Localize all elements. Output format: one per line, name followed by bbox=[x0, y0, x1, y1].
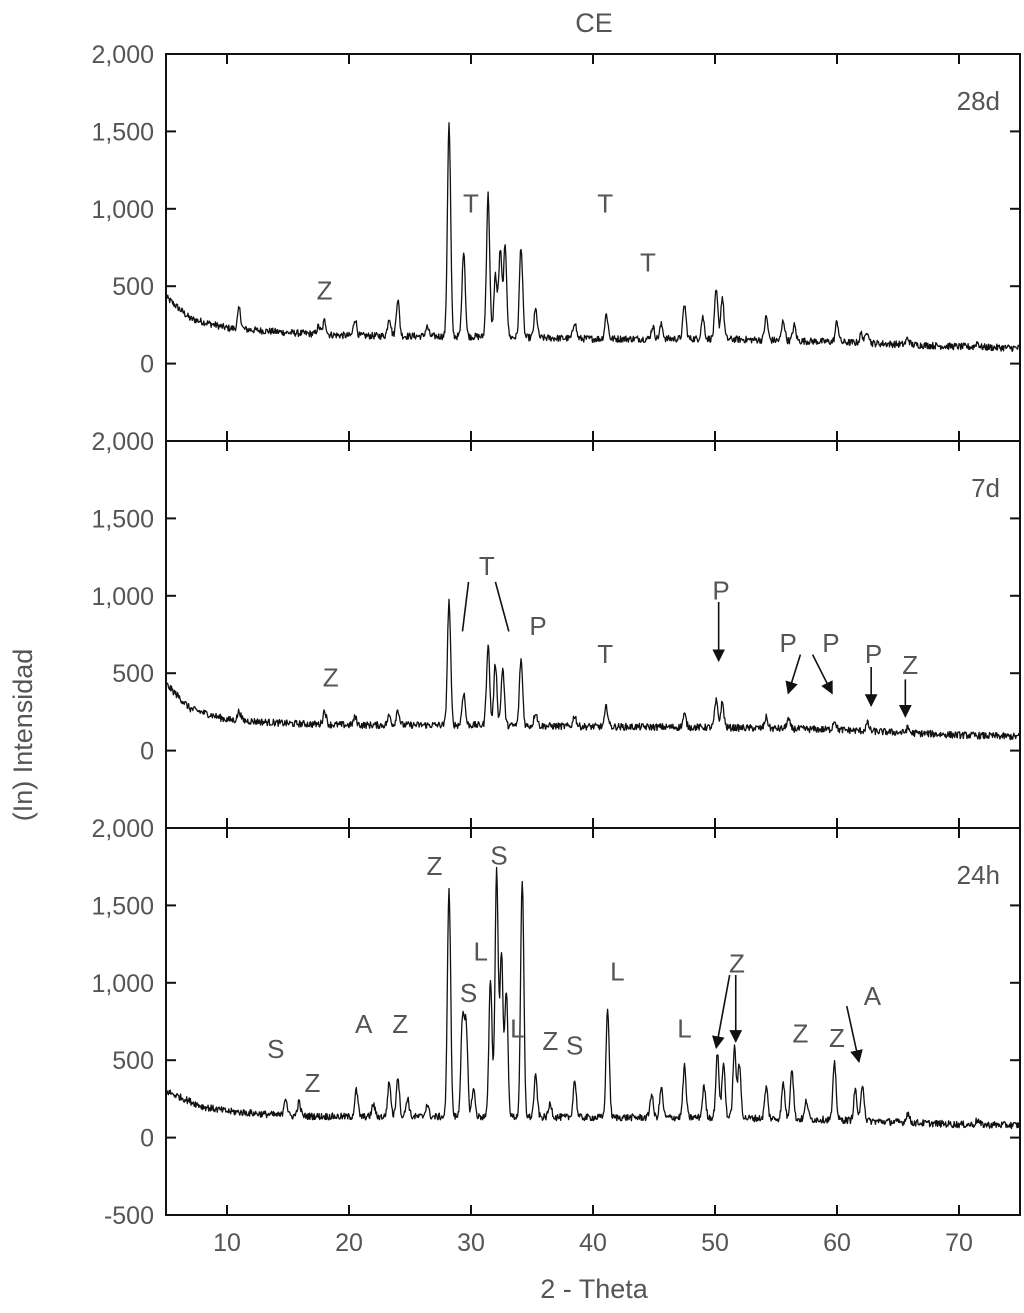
x-tick-label: 60 bbox=[823, 1229, 851, 1257]
phase-annotation: P bbox=[529, 611, 546, 641]
phase-annotation: T bbox=[597, 639, 613, 669]
panel-tag: 24h bbox=[957, 860, 1000, 890]
y-tick-label: 1,000 bbox=[91, 970, 154, 998]
phase-annotation: A bbox=[355, 1009, 373, 1039]
chart-title: CE bbox=[575, 8, 613, 38]
phase-annotation: S bbox=[490, 840, 507, 870]
y-tick-label: 1,500 bbox=[91, 505, 154, 533]
phase-annotation: P bbox=[822, 628, 839, 658]
phase-annotation: Z bbox=[426, 851, 442, 881]
annotation-arrow bbox=[785, 654, 802, 695]
phase-annotation: Z bbox=[829, 1023, 845, 1053]
y-tick-label: 1,000 bbox=[91, 583, 154, 611]
x-tick-label: 10 bbox=[213, 1229, 241, 1257]
x-axis-title: 2 - Theta bbox=[540, 1274, 649, 1304]
phase-annotation: S bbox=[267, 1034, 284, 1064]
annotation-arrow bbox=[811, 654, 833, 695]
x-tick-label: 20 bbox=[335, 1229, 363, 1257]
y-tick-label: 0 bbox=[140, 351, 154, 379]
phase-annotation: S bbox=[460, 978, 477, 1008]
y-tick-label: 500 bbox=[112, 660, 154, 688]
phase-annotation: Z bbox=[792, 1018, 808, 1048]
y-tick-label: 2,000 bbox=[91, 41, 154, 69]
phase-annotation: Z bbox=[542, 1026, 558, 1056]
phase-annotation: P bbox=[865, 639, 882, 669]
phase-annotation: S bbox=[566, 1031, 583, 1061]
x-tick-label: 50 bbox=[701, 1229, 729, 1257]
phase-annotation: T bbox=[479, 551, 495, 581]
y-tick-label: 2,000 bbox=[91, 428, 154, 456]
annotation-line bbox=[494, 581, 510, 632]
y-tick-label: 1,500 bbox=[91, 118, 154, 146]
x-tick-label: 30 bbox=[457, 1229, 485, 1257]
annotation-line bbox=[461, 581, 470, 632]
y-axis-title: (In) Intensidad bbox=[8, 649, 38, 822]
panel-tag: 7d bbox=[971, 473, 1000, 503]
phase-annotation: Z bbox=[392, 1009, 408, 1039]
xrd-trace bbox=[165, 122, 1021, 352]
phase-annotation: L bbox=[474, 936, 488, 966]
y-tick-label: 500 bbox=[112, 1047, 154, 1075]
phase-annotation: T bbox=[640, 247, 656, 277]
annotation-arrow bbox=[845, 1005, 863, 1063]
y-tick-label: 1,000 bbox=[91, 196, 154, 224]
phase-annotation: P bbox=[780, 628, 797, 658]
phase-annotation: P bbox=[712, 576, 729, 606]
y-tick-label: 0 bbox=[140, 738, 154, 766]
phase-annotation: Z bbox=[902, 650, 918, 680]
x-tick-label: 40 bbox=[579, 1229, 607, 1257]
phase-annotation: Z bbox=[304, 1068, 320, 1098]
panel-frame bbox=[165, 53, 1021, 442]
phase-annotation: A bbox=[864, 981, 882, 1011]
phase-annotation: L bbox=[610, 956, 624, 986]
phase-annotation: L bbox=[677, 1014, 691, 1044]
panel-frame bbox=[165, 440, 1021, 829]
phase-annotation: T bbox=[463, 189, 479, 219]
xrd-trace bbox=[165, 866, 1021, 1130]
y-tick-label: 0 bbox=[140, 1125, 154, 1153]
xrd-trace bbox=[165, 598, 1021, 741]
phase-annotation: L bbox=[510, 1014, 524, 1044]
y-tick-label: 1,500 bbox=[91, 892, 154, 920]
panel-frame bbox=[165, 827, 1021, 1216]
x-tick-label: 70 bbox=[945, 1229, 973, 1257]
phase-annotation: T bbox=[597, 189, 613, 219]
annotation-arrow bbox=[712, 974, 731, 1050]
y-tick-label: 500 bbox=[112, 273, 154, 301]
panel-tag: 28d bbox=[957, 86, 1000, 116]
y-tick-label: -500 bbox=[104, 1202, 154, 1230]
phase-annotation: Z bbox=[323, 662, 339, 692]
phase-annotation: Z bbox=[317, 275, 333, 305]
phase-annotation: Z bbox=[729, 949, 745, 979]
y-tick-label: 2,000 bbox=[91, 815, 154, 843]
